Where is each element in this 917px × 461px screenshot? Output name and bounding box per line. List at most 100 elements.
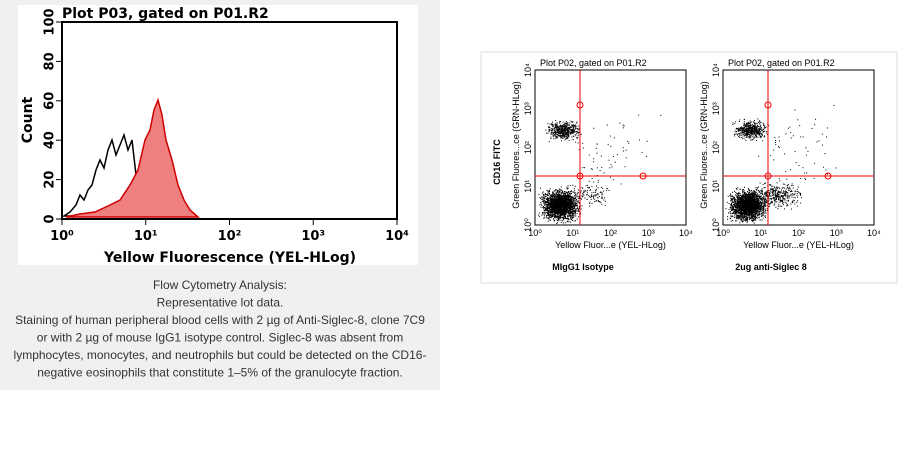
dot: [756, 210, 758, 212]
dot: [564, 123, 566, 125]
dot: [570, 126, 572, 128]
dot: [735, 202, 737, 204]
dot: [544, 198, 546, 200]
dot: [730, 209, 732, 211]
dot: [763, 203, 765, 205]
dot: [544, 208, 546, 210]
dot: [582, 147, 584, 149]
dot: [561, 203, 563, 205]
dot: [747, 209, 749, 211]
dot: [740, 199, 742, 201]
dot: [746, 216, 748, 218]
dot: [544, 199, 546, 201]
dot: [747, 208, 749, 210]
dot: [562, 135, 564, 137]
dot: [558, 130, 560, 132]
dot: [556, 199, 558, 201]
dot: [563, 202, 565, 204]
dot: [573, 200, 575, 202]
dot: [542, 199, 544, 201]
dot: [548, 195, 550, 197]
dot: [746, 214, 748, 216]
dot: [554, 216, 556, 218]
dot: [596, 152, 598, 154]
dot: [745, 197, 747, 199]
dot: [560, 196, 562, 198]
dot: [731, 206, 733, 208]
dot: [560, 206, 562, 208]
dot: [573, 187, 575, 189]
dot: [572, 202, 574, 204]
dot: [574, 197, 576, 199]
dot: [568, 191, 570, 193]
dot: [567, 193, 569, 195]
dot: [556, 212, 558, 214]
dot: [563, 206, 565, 208]
dot: [739, 198, 741, 200]
dot: [572, 125, 574, 127]
dot: [561, 140, 563, 142]
dot: [730, 218, 732, 220]
dot: [566, 195, 568, 197]
dot: [550, 204, 552, 206]
dot: [559, 198, 561, 200]
dot: [638, 139, 640, 141]
dot: [595, 190, 597, 192]
dot: [750, 194, 752, 196]
dot: [588, 180, 590, 182]
dot: [556, 129, 558, 131]
dot: [567, 213, 569, 215]
dot: [568, 194, 570, 196]
dot: [733, 198, 735, 200]
dot: [563, 211, 565, 213]
dot: [736, 217, 738, 219]
dot: [759, 202, 761, 204]
dot: [554, 198, 556, 200]
dot: [573, 208, 575, 210]
dot: [744, 192, 746, 194]
dot: [576, 121, 578, 123]
dot: [554, 204, 556, 206]
dot: [737, 207, 739, 209]
dot: [548, 209, 550, 211]
dot: [751, 220, 753, 222]
x-label: Yellow Fluorescence (YEL-HLog): [103, 250, 356, 266]
dot: [574, 189, 576, 191]
dot: [595, 185, 597, 187]
dot: [733, 197, 735, 199]
dot: [762, 208, 764, 210]
dot: [756, 200, 758, 202]
dot: [748, 213, 750, 215]
dot: [759, 203, 761, 205]
dot: [746, 207, 748, 209]
quadrant-handle: [639, 172, 647, 180]
dot: [552, 124, 554, 126]
dot: [572, 184, 574, 186]
dot: [760, 207, 762, 209]
dot: [588, 196, 590, 198]
dot: [567, 204, 569, 206]
dot: [732, 191, 734, 193]
dot: [736, 207, 738, 209]
dot: [738, 196, 740, 198]
dot: [727, 216, 729, 218]
dot: [589, 202, 591, 204]
dot: [730, 206, 732, 208]
dot: [564, 217, 566, 219]
dot: [572, 191, 574, 193]
dot: [752, 204, 754, 206]
dot: [745, 194, 747, 196]
dot: [555, 196, 557, 198]
dot: [758, 194, 760, 196]
dot: [561, 124, 563, 126]
dot: [567, 216, 569, 218]
dot: [567, 202, 569, 204]
dot: [549, 129, 551, 131]
dot: [759, 219, 761, 221]
dot: [567, 204, 569, 206]
dot: [568, 195, 570, 197]
dot: [750, 207, 752, 209]
dot: [738, 205, 740, 207]
dot: [746, 219, 748, 221]
dot: [556, 127, 558, 129]
